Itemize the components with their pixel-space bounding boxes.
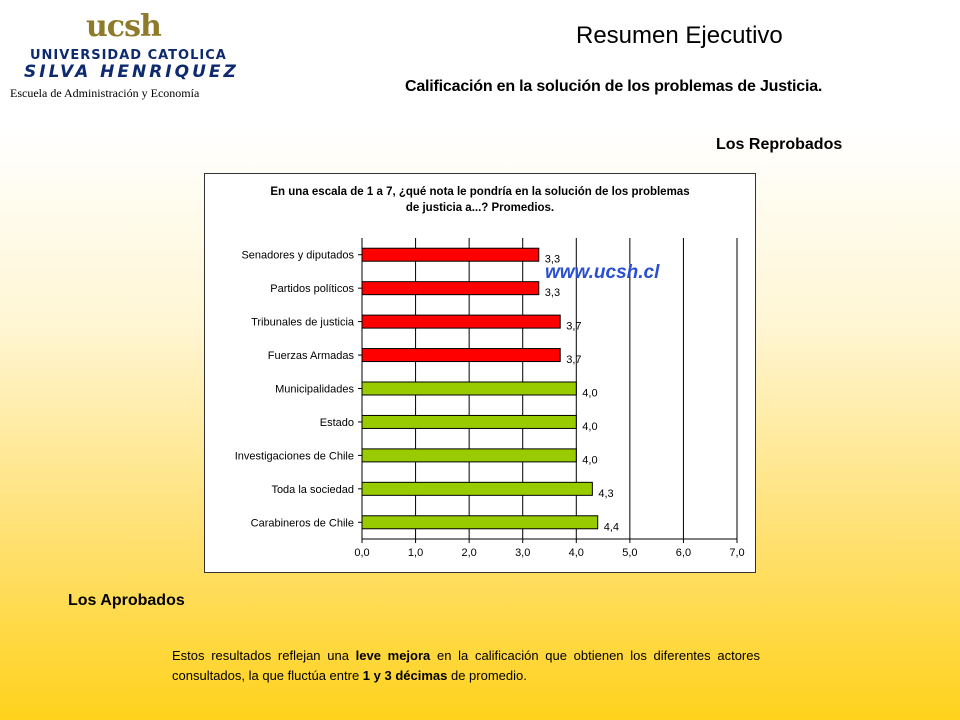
slide-title: Resumen Ejecutivo — [576, 22, 783, 49]
school-name: Escuela de Administración y Economía — [10, 86, 200, 100]
logo-mark: ucsh — [86, 9, 162, 44]
summary-text-1: Estos resultados reflejan una — [172, 648, 356, 663]
x-tick-label: 6,0 — [676, 547, 691, 559]
chart-title-line2: de justicia a...? Promedios. — [405, 202, 555, 214]
data-label: 4,4 — [604, 521, 619, 533]
bar — [361, 448, 577, 463]
logo-university-name: UNIVERSIDAD CATOLICA — [30, 48, 227, 63]
bar-chart: 0,0 1,0 2,0 3,0 4,0 5,0 6,0 7,0 Senadores y dipu… — [235, 238, 745, 559]
data-label: 3,3 — [545, 287, 560, 299]
data-label: 4,0 — [582, 421, 597, 433]
category-label: Toda la sociedad — [271, 484, 354, 496]
bar — [361, 414, 577, 429]
university-logo: ucsh UNIVERSIDAD CATOLICA SILVA HENRIQUE… — [0, 0, 240, 110]
category-label: Partidos políticos — [270, 283, 354, 295]
bar — [361, 481, 593, 496]
data-label: 3,7 — [566, 354, 581, 366]
category-label: Fuerzas Armadas — [268, 350, 355, 362]
bar — [361, 348, 561, 363]
bar — [361, 281, 540, 296]
slide-subtitle: Calificación en la solución de los probl… — [405, 78, 823, 95]
category-label: Municipalidades — [275, 384, 354, 396]
x-tick-label: 5,0 — [622, 547, 637, 559]
summary-text-3: de promedio. — [447, 668, 527, 683]
data-label: 4,3 — [598, 488, 613, 500]
category-label: Estado — [320, 417, 354, 429]
chart-title-line1: En una escala de 1 a 7, ¿qué nota le pon… — [270, 186, 690, 198]
x-tick-label: 0,0 — [354, 547, 369, 559]
summary-paragraph: Estos resultados reflejan una leve mejor… — [172, 646, 760, 686]
failed-group-label: Los Reprobados — [716, 136, 843, 153]
summary-text-2: en la calificación que obtienen los dife… — [172, 648, 760, 683]
data-label: 3,3 — [545, 254, 560, 266]
logo-university-surname: SILVA HENRIQUEZ — [24, 62, 239, 82]
bar — [361, 247, 540, 262]
data-label: 4,0 — [582, 454, 597, 466]
summary-emphasis-1: leve mejora — [355, 648, 431, 663]
x-tick-label: 1,0 — [408, 547, 423, 559]
category-label: Tribunales de justicia — [251, 317, 355, 329]
website-watermark: www.ucsh.cl — [545, 262, 660, 283]
passed-group-label: Los Aprobados — [68, 592, 185, 609]
bar — [361, 515, 599, 530]
bar — [361, 381, 577, 396]
x-tick-label: 7,0 — [729, 547, 744, 559]
x-tick-label: 2,0 — [461, 547, 476, 559]
chart-frame: En una escala de 1 a 7, ¿qué nota le pon… — [204, 173, 756, 573]
x-tick-label: 3,0 — [515, 547, 530, 559]
bar — [361, 314, 561, 329]
chart-title: En una escala de 1 a 7, ¿qué nota le pon… — [205, 184, 755, 216]
category-label: Senadores y diputados — [241, 250, 354, 262]
data-label: 3,7 — [566, 321, 581, 333]
x-tick-label: 4,0 — [569, 547, 584, 559]
category-label: Carabineros de Chile — [251, 517, 354, 529]
category-label: Investigaciones de Chile — [235, 450, 354, 462]
summary-emphasis-2: 1 y 3 décimas — [362, 668, 448, 683]
data-label: 4,0 — [582, 388, 597, 400]
